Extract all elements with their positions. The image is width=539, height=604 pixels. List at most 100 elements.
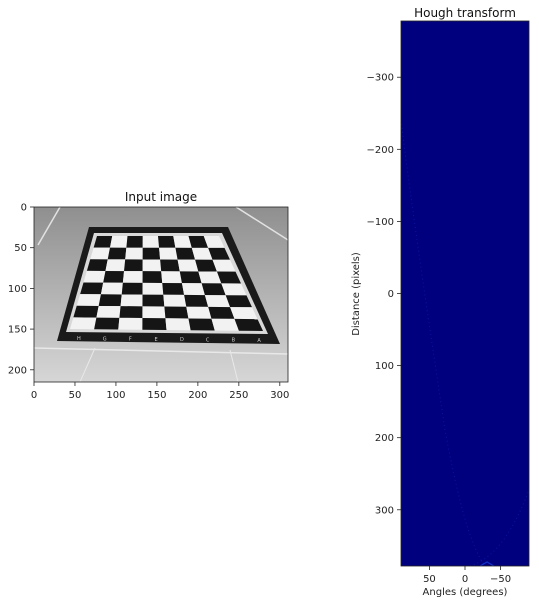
board-square xyxy=(208,247,230,260)
board-square xyxy=(122,271,143,283)
input-image-xtick-label: 250 xyxy=(229,390,248,401)
hough-x-axis: 50 0 −50 xyxy=(423,566,511,585)
board-square xyxy=(93,236,113,248)
board-square xyxy=(142,282,164,295)
hough-xtick-label: 0 xyxy=(462,574,468,585)
input-image-ytick-label: 150 xyxy=(8,325,27,336)
hough-title: Hough transform xyxy=(414,6,516,20)
board-square xyxy=(105,259,126,272)
board-square xyxy=(216,271,241,284)
input-image-y-axis: 0 50 100 150 200 xyxy=(8,203,34,376)
board-square xyxy=(184,294,209,307)
board-file-letter: H xyxy=(77,336,81,342)
board-square xyxy=(83,270,106,283)
input-image-xtick-label: 0 xyxy=(31,390,37,401)
board-square xyxy=(103,270,125,283)
board-square xyxy=(120,294,143,307)
board-square xyxy=(70,317,97,330)
board-square xyxy=(234,318,263,331)
board-square xyxy=(125,247,143,260)
hough-ytick-label: −100 xyxy=(367,217,394,228)
board-square xyxy=(208,306,235,319)
board-square xyxy=(124,259,143,272)
board-square xyxy=(121,282,143,295)
hough-ytick-label: 200 xyxy=(375,433,394,444)
board-square xyxy=(221,283,247,296)
board-file-letter: G xyxy=(103,336,107,342)
board-square xyxy=(159,247,178,260)
board-square xyxy=(86,259,108,271)
board-square xyxy=(160,259,180,272)
board-square xyxy=(142,247,161,260)
hough-ylabel: Distance (pixels) xyxy=(351,252,362,336)
board-square xyxy=(142,259,162,272)
board-file-letter: A xyxy=(257,338,261,344)
board-square xyxy=(191,247,213,260)
input-image-title: Input image xyxy=(125,190,197,204)
board-square xyxy=(211,318,239,331)
board-square xyxy=(142,306,166,319)
input-image-xtick-label: 100 xyxy=(106,390,125,401)
board-file-letter: B xyxy=(232,338,236,344)
board-squares xyxy=(70,236,263,331)
input-image-xtick-label: 150 xyxy=(147,390,166,401)
board-square xyxy=(186,306,212,319)
board-square xyxy=(118,317,143,330)
board-file-letter: D xyxy=(180,337,184,343)
board-square xyxy=(142,318,167,330)
board-square xyxy=(164,306,189,319)
hough-ytick-label: −300 xyxy=(367,73,394,84)
board-square xyxy=(98,294,122,307)
input-image-ytick-label: 200 xyxy=(8,365,27,376)
hough-accumulator xyxy=(401,21,529,566)
board-square xyxy=(100,282,123,295)
board-square xyxy=(175,247,196,260)
board-square xyxy=(181,283,205,296)
board-square xyxy=(158,236,176,248)
board-square xyxy=(142,271,163,283)
board-square xyxy=(94,317,120,330)
board-square xyxy=(90,247,110,260)
input-image-frame xyxy=(33,206,289,383)
board-square xyxy=(73,305,99,318)
board-square xyxy=(177,259,199,272)
board-square xyxy=(76,294,101,306)
board-square xyxy=(165,318,191,331)
board-square xyxy=(179,271,202,284)
board-square xyxy=(188,236,209,248)
board-square xyxy=(142,294,165,307)
board-square xyxy=(225,295,252,308)
board-square xyxy=(109,236,128,248)
board-square xyxy=(188,318,215,331)
hough-subplot: Hough transform 50 0 −50 −300 −200 −100 0 100 2… xyxy=(351,6,530,598)
board-square xyxy=(162,283,185,295)
board-square xyxy=(173,236,192,248)
hough-ytick-label: 0 xyxy=(388,289,394,300)
board-file-letter: C xyxy=(206,337,210,343)
board-square xyxy=(204,295,231,308)
board-file-letter: F xyxy=(129,337,132,343)
board-square xyxy=(201,283,226,296)
hough-y-axis: −300 −200 −100 0 100 200 300 xyxy=(367,73,401,516)
board-square xyxy=(195,259,217,272)
input-image-ytick-label: 100 xyxy=(8,284,27,295)
input-image-xtick-label: 50 xyxy=(69,390,82,401)
board-square xyxy=(230,307,258,320)
hough-xlabel: Angles (degrees) xyxy=(423,587,508,598)
board-square xyxy=(126,236,143,248)
board-square xyxy=(80,282,104,295)
board-square xyxy=(119,306,143,319)
board-square xyxy=(203,236,225,248)
board-square xyxy=(107,247,127,260)
board-square xyxy=(161,271,182,284)
input-image-xtick-label: 200 xyxy=(188,390,207,401)
board-square xyxy=(212,259,236,272)
hough-ytick-label: −200 xyxy=(367,145,394,156)
board-square xyxy=(163,294,187,307)
board-square xyxy=(142,236,160,248)
hough-ytick-label: 100 xyxy=(375,361,394,372)
board-square xyxy=(96,305,121,318)
